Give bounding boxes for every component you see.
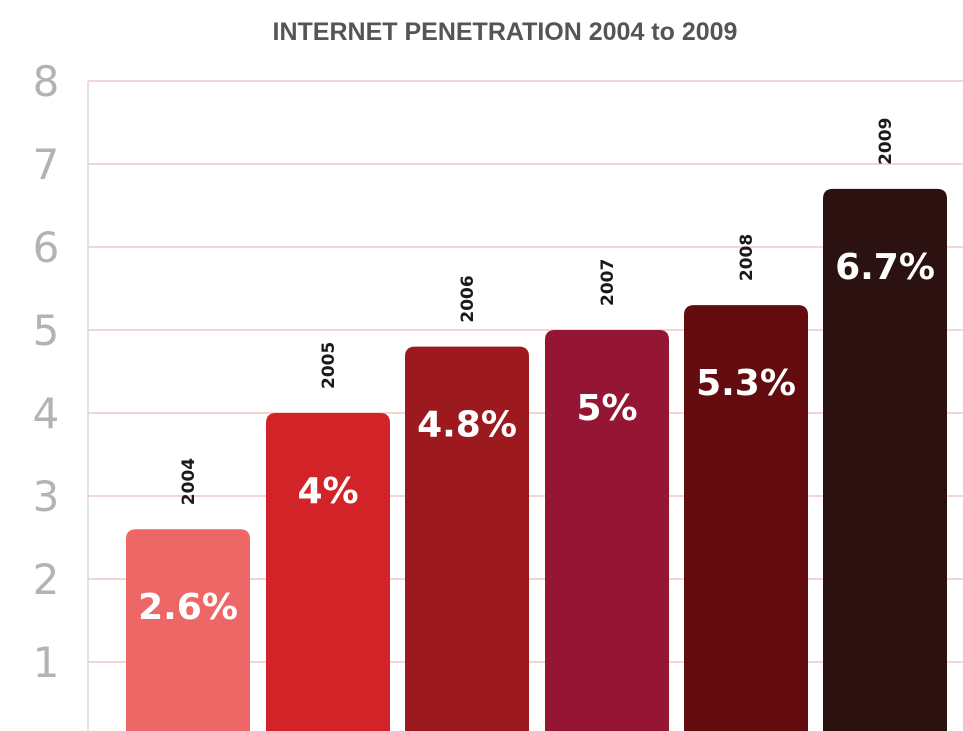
y-axis-ticks: 1 2 3 4 5 6 7 8 — [33, 57, 60, 687]
category-label: 2009 — [876, 118, 896, 165]
category-label: 2007 — [598, 259, 618, 306]
bar-labels: 2.6% 2004 4% 2005 4.8% 2006 5% 2007 5.3% 2008 6.7%… — [138, 118, 935, 629]
bar-2008 — [684, 305, 808, 731]
y-tick-label: 6 — [33, 223, 60, 272]
y-tick-label: 7 — [33, 140, 60, 189]
category-label: 2006 — [458, 275, 478, 322]
bar-2007 — [545, 330, 669, 731]
category-label: 2004 — [179, 458, 199, 505]
value-label: 5.3% — [696, 363, 796, 404]
bar-2006 — [405, 346, 529, 731]
category-label: 2008 — [737, 234, 757, 281]
value-label: 4.8% — [417, 405, 517, 446]
y-tick-label: 1 — [33, 638, 60, 687]
chart-title: INTERNET PENETRATION 2004 to 2009 — [273, 18, 738, 46]
value-label: 6.7% — [835, 247, 935, 288]
bar-2009 — [823, 188, 947, 731]
y-tick-label: 5 — [33, 306, 60, 355]
bar-2005 — [266, 413, 390, 731]
value-label: 2.6% — [138, 587, 238, 628]
y-tick-label: 8 — [33, 57, 60, 106]
value-label: 5% — [576, 388, 637, 429]
category-label: 2005 — [319, 342, 339, 389]
y-tick-label: 2 — [33, 555, 60, 604]
y-tick-label: 4 — [33, 389, 60, 438]
bars — [126, 188, 947, 731]
y-tick-label: 3 — [33, 472, 60, 521]
value-label: 4% — [297, 471, 358, 512]
bar-2004 — [126, 529, 250, 731]
